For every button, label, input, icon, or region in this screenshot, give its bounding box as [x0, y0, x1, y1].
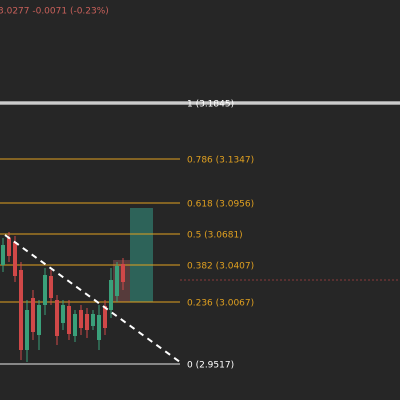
target-zone [130, 208, 153, 302]
fib-label: 0.382 (3.0407) [187, 262, 254, 272]
candles [1, 232, 125, 362]
fib-label: 0.618 (3.0956) [187, 200, 254, 210]
trend-line [4, 234, 181, 363]
fib-label: 0.5 (3.0681) [187, 231, 243, 241]
quote-header: 3.0277 -0.0071 (-0.23%) [0, 7, 109, 17]
fib-label: 0.236 (3.0067) [187, 299, 254, 309]
fib-label: 0 (2.9517) [187, 361, 234, 371]
fib-label: 0.786 (3.1347) [187, 156, 254, 166]
fib-label: 1 (3.1845) [187, 100, 234, 110]
